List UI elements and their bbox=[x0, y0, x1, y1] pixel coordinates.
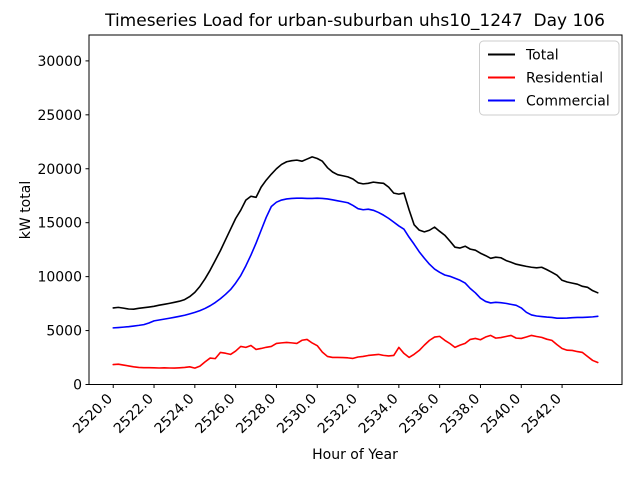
legend: Total Residential Commercial bbox=[479, 40, 620, 116]
x-tick-label: 2538.0 bbox=[437, 391, 483, 437]
y-tick-label: 5000 bbox=[46, 324, 82, 340]
legend-label-commercial: Commercial bbox=[526, 94, 610, 110]
x-tick-label: 2542.0 bbox=[519, 391, 565, 437]
x-axis-label: Hour of Year bbox=[312, 447, 398, 463]
legend-label-total: Total bbox=[525, 48, 559, 64]
x-tick-label: 2530.0 bbox=[274, 391, 320, 437]
y-axis-ticks: 0 5000 10000 15000 20000 25000 30000 bbox=[37, 54, 89, 394]
x-tick-label: 2526.0 bbox=[193, 391, 239, 437]
x-tick-label: 2532.0 bbox=[315, 391, 361, 437]
x-tick-label: 2524.0 bbox=[152, 391, 198, 437]
y-tick-label: 25000 bbox=[37, 108, 82, 124]
y-axis-label: kW total bbox=[18, 181, 34, 239]
y-tick-label: 10000 bbox=[37, 270, 82, 286]
x-axis-ticks: 2520.02522.02524.02526.02528.02530.02532… bbox=[70, 384, 565, 437]
plot-series bbox=[112, 156, 599, 369]
x-tick-label: 2534.0 bbox=[356, 391, 402, 437]
x-tick-label: 2528.0 bbox=[233, 391, 279, 437]
legend-box bbox=[479, 40, 620, 116]
series-line-residential bbox=[112, 334, 599, 369]
x-tick-label: 2522.0 bbox=[111, 391, 157, 437]
x-tick-label: 2540.0 bbox=[478, 391, 524, 437]
x-tick-label: 2536.0 bbox=[397, 391, 443, 437]
series-line-commercial bbox=[112, 197, 599, 329]
legend-label-residential: Residential bbox=[526, 71, 603, 87]
y-tick-label: 30000 bbox=[37, 54, 82, 70]
y-tick-label: 0 bbox=[73, 378, 82, 394]
y-tick-label: 15000 bbox=[37, 216, 82, 232]
plot-frame bbox=[88, 34, 623, 385]
series-line-total bbox=[112, 156, 599, 311]
x-tick-label: 2520.0 bbox=[70, 391, 116, 437]
y-tick-label: 20000 bbox=[37, 162, 82, 178]
chart-title: Timeseries Load for urban-suburban uhs10… bbox=[104, 11, 605, 31]
